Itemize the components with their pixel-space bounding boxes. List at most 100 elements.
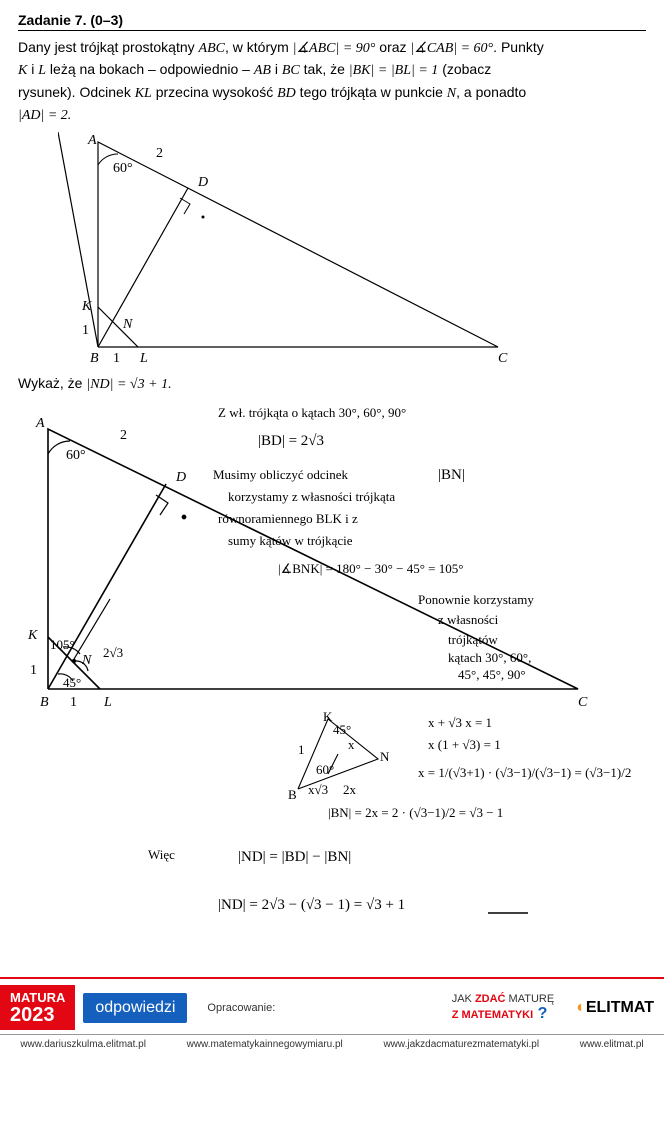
- hn2: |BD| = 2√3: [258, 433, 324, 449]
- prove-line: Wykaż, że |ND| = √3 + 1.: [18, 375, 646, 393]
- c1: x + √3 x = 1: [428, 715, 492, 730]
- t4: |AD| = 2.: [18, 108, 71, 123]
- l1c: MATURĘ: [509, 993, 555, 1005]
- w-N: N: [81, 653, 92, 668]
- w-B: B: [40, 695, 49, 710]
- w-2: 2: [120, 428, 127, 443]
- hn6b: z własności: [438, 612, 499, 627]
- hn6d: kątach 30°, 60°,: [448, 650, 531, 665]
- t3kl: KL: [135, 86, 152, 101]
- t-angcab: |∡CAB| = 60°: [410, 41, 493, 56]
- f1: |ND| = |BD| − |BN|: [238, 849, 351, 865]
- fig1-60: 60°: [113, 161, 133, 176]
- t-abc: ABC: [199, 41, 225, 56]
- hn6c: trójkątów: [448, 632, 498, 647]
- t3n: N: [447, 86, 456, 101]
- hn1: Z wł. trójkąta o kątach 30°, 60°, 90°: [218, 405, 406, 420]
- w-2r3: 2√3: [103, 645, 123, 660]
- mxr3: x√3: [308, 782, 328, 797]
- fig1-N: N: [122, 317, 133, 332]
- t2eq: |BK| = |BL| = 1: [349, 63, 439, 78]
- t1c: oraz: [375, 39, 410, 55]
- fig1-B: B: [90, 351, 99, 362]
- t1a: Dany jest trójkąt prostokątny: [18, 39, 199, 55]
- mx: x: [348, 737, 355, 752]
- w-45: 45°: [63, 675, 81, 690]
- w-D: D: [175, 470, 186, 485]
- page-footer: MATURA 2023 odpowiedzi Opracowanie: JAK …: [0, 977, 664, 1058]
- fig1-2: 2: [156, 146, 163, 161]
- mK: K: [323, 709, 333, 724]
- c3: x = 1/(√3+1) · (√3−1)/(√3−1) = (√3−1)/2: [418, 765, 631, 780]
- t-angabc: |∡ABC| = 90°: [293, 41, 376, 56]
- t2i: (zobacz: [438, 61, 491, 77]
- w-L: L: [103, 695, 112, 710]
- matura-year: 2023: [10, 1005, 65, 1026]
- l1d: Z MATEMATYKI: [452, 1009, 533, 1021]
- hn6a: Ponownie korzystamy: [418, 592, 534, 607]
- m45: 45°: [333, 722, 351, 737]
- fig1-A: A: [87, 133, 97, 148]
- c4: |BN| = 2x = 2 · (√3−1)/2 = √3 − 1: [328, 805, 503, 820]
- matura-badge: MATURA 2023: [0, 985, 75, 1030]
- hn5: |∡BNK| = 180° − 30° − 45° = 105°: [278, 561, 463, 576]
- w-1b: 1: [70, 695, 77, 710]
- hn3b: |BN|: [438, 467, 465, 483]
- l1a: JAK: [452, 993, 475, 1005]
- t2c: L: [38, 63, 46, 78]
- t3bd: BD: [277, 86, 296, 101]
- hn4c: sumy kątów w trójkącie: [228, 533, 353, 548]
- elitmat-icon: ◐: [576, 999, 586, 1016]
- l1q: ?: [533, 1005, 547, 1022]
- t2f: i: [271, 61, 282, 77]
- footer-url-1[interactable]: www.dariuszkulma.elitmat.pl: [20, 1039, 146, 1050]
- w-A: A: [35, 416, 45, 431]
- task-header: Zadanie 7. (0–3): [18, 12, 646, 31]
- logo-jakzdac: JAK ZDAĆ MATURĘ Z MATEMATYKI ?: [452, 993, 554, 1023]
- wbc: Więc: [148, 847, 175, 862]
- t2d: leżą na bokach – odpowiednio –: [46, 61, 254, 77]
- fig1-1b: 1: [113, 351, 120, 362]
- answers-badge: odpowiedzi: [83, 993, 187, 1023]
- w-K: K: [27, 628, 38, 643]
- prove-eq: |ND| = √3 + 1.: [86, 377, 171, 392]
- w-1a: 1: [30, 663, 37, 678]
- prove-prefix: Wykaż, że: [18, 375, 86, 391]
- fig1-D: D: [197, 175, 208, 190]
- matura-label: MATURA: [10, 990, 65, 1005]
- logo-elitmat: ◐ELITMAT: [576, 999, 654, 1017]
- handwritten-work: A 60° 2 D K N 1 B 1 L C 105° 2√3 45° Z w…: [18, 399, 646, 959]
- footer-url-2[interactable]: www.matematykainnegowymiaru.pl: [187, 1039, 343, 1050]
- t1b: , w którym: [225, 39, 293, 55]
- m60: 60°: [316, 762, 334, 777]
- t3b: przecina wysokość: [152, 84, 277, 100]
- t1d: . Punkty: [493, 39, 544, 55]
- w-C: C: [578, 695, 588, 710]
- m1: 1: [298, 742, 305, 757]
- figure-printed: A 60° 2 D K N 1 B 1 L C: [58, 132, 646, 365]
- mN: N: [380, 749, 390, 764]
- fig1-1a: 1: [82, 323, 89, 338]
- hn3a: Musimy obliczyć odcinek: [213, 467, 349, 482]
- footer-url-4[interactable]: www.elitmat.pl: [580, 1039, 644, 1050]
- elitmat-text: ELITMAT: [586, 999, 654, 1016]
- hn4a: korzystamy z własności trójkąta: [228, 489, 395, 504]
- w-60: 60°: [66, 448, 86, 463]
- fig1-C: C: [498, 351, 508, 362]
- hn6e: 45°, 45°, 90°: [458, 667, 526, 682]
- l1b: ZDAĆ: [475, 993, 509, 1005]
- t2g: BC: [282, 63, 300, 78]
- t2e: AB: [254, 63, 271, 78]
- opracowanie-label: Opracowanie:: [207, 1002, 275, 1014]
- t3c: tego trójkąta w punkcie: [296, 84, 447, 100]
- t3d: , a ponadto: [456, 84, 526, 100]
- f2: |ND| = 2√3 − (√3 − 1) = √3 + 1: [218, 897, 405, 913]
- t3a: rysunek). Odcinek: [18, 84, 135, 100]
- w-105: 105°: [50, 637, 75, 652]
- t2b: i: [27, 61, 38, 77]
- c2: x (1 + √3) = 1: [428, 737, 501, 752]
- m2x: 2x: [343, 782, 357, 797]
- t2a: K: [18, 63, 27, 78]
- problem-text: Dany jest trójkąt prostokątny ABC, w któ…: [18, 37, 646, 126]
- footer-url-3[interactable]: www.jakzdacmaturezmatematyki.pl: [383, 1039, 539, 1050]
